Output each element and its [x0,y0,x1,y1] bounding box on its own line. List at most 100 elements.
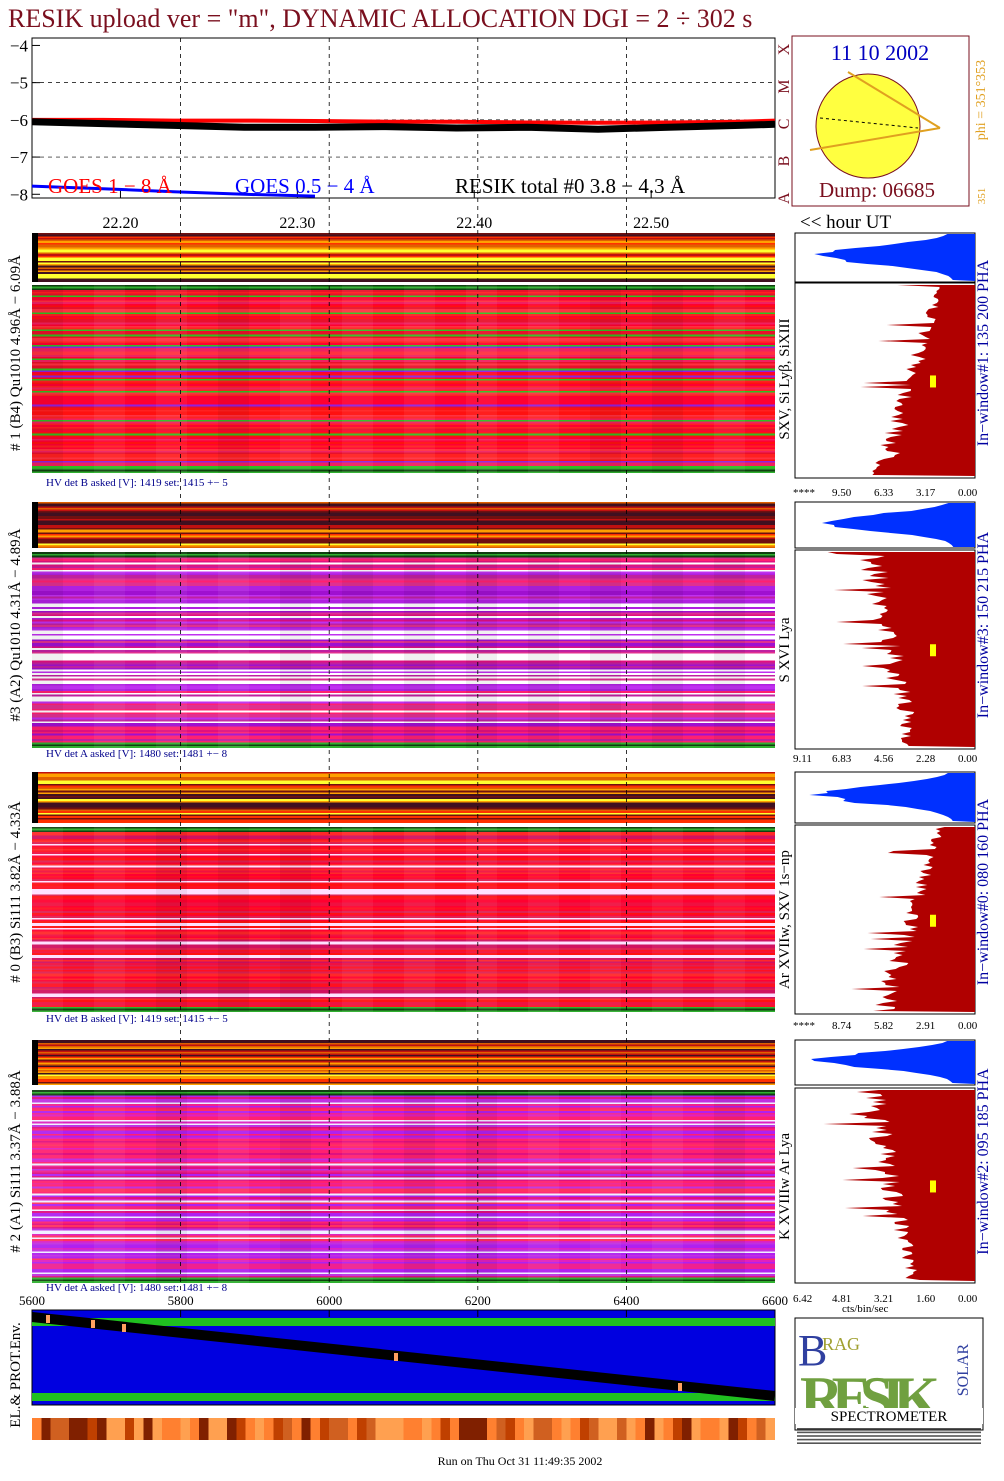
hist-scale: 9.50 [832,487,852,499]
logo-bottom: SPECTROMETER [831,1409,948,1425]
hist-scale: 2.91 [916,1020,935,1032]
hist-small [821,503,975,547]
detector-strip [32,1040,775,1085]
title: RESIK upload ver = "m", DYNAMIC ALLOCATI… [8,4,752,33]
column-shade [528,827,559,1012]
column-shade [156,1090,187,1283]
line-label: SXV, Si Lyβ, SiXIII [777,318,793,439]
column-shade [342,285,373,473]
line-label: S XVI Lya [777,617,793,682]
column-shade [714,1090,745,1283]
column-shade [528,1090,559,1283]
legend-entry: GOES 1 − 8 Å [48,174,173,198]
env-marker [678,1383,682,1391]
logo-fineprint [797,1438,981,1441]
column-shade [280,552,311,748]
column-shade [404,827,435,1012]
scale-unit: cts/bin/sec [842,1303,889,1315]
x-tick-label: 5600 [19,1293,45,1308]
logo-fineprint [797,1442,981,1444]
env-strip [32,1418,775,1440]
spectrogram [32,1090,775,1283]
hist-marker [930,914,936,927]
env-track [31,1312,776,1401]
column-shade [218,827,249,1012]
hist-large [851,827,975,1012]
flare-class: M [776,80,793,94]
hist-scale: 0.00 [958,1020,978,1032]
x-tick-label: 6400 [613,1293,639,1308]
column-shade [94,552,125,748]
flare-class: X [776,43,793,55]
phi-arrow [809,127,941,151]
detector-label: # 0 (B3) Si111 3.82Å − 4.33Å [8,801,24,983]
hist-scale: **** [793,487,815,499]
hist-small [814,234,975,281]
detector-label: # 2 (A1) Si111 3.37Å − 3.88Å [8,1070,24,1253]
env-marker [91,1320,95,1328]
window-label: In−window#2: 095 185 PHA [975,1068,992,1255]
hist-scale: 6.33 [874,487,894,499]
y-tick-label: −4 [10,36,29,55]
logo-bar [795,1408,983,1424]
column-shade [342,827,373,1012]
hist-scale: 6.42 [793,1293,812,1305]
hist-scale: 2.28 [916,753,936,765]
sun-axis [819,117,919,129]
window-label: In−window#1: 135 200 PHA [975,259,992,446]
column-shade [590,552,621,748]
column-shade [32,1090,63,1283]
x-axis-label: << hour UT [800,212,891,233]
column-shade [342,552,373,748]
x-tick-label: 22.30 [279,215,315,232]
column-shade [466,1090,497,1283]
flare-class: C [776,119,793,130]
hist-scale: 8.74 [832,1020,852,1032]
y-tick-label: −7 [10,148,29,167]
column-shade [714,827,745,1012]
x-tick-label: 6200 [465,1293,491,1308]
hv-label: HV det A asked [V]: 1480 set: 1481 +− 8 [46,748,228,760]
hist-scale: 4.56 [874,753,894,765]
hv-label: HV det B asked [V]: 1419 set: 1415 +− 5 [46,477,228,489]
hist-large [860,285,975,476]
env-band [32,1393,775,1401]
logo-top: RAG [822,1334,860,1354]
column-shade [156,827,187,1012]
column-shade [528,552,559,748]
date: 11 10 2002 [831,40,929,65]
column-shade [94,827,125,1012]
hv-label: HV det A asked [V]: 1480 set: 1481 +− 8 [46,1282,228,1294]
hv-label: HV det B asked [V]: 1419 set: 1415 +− 5 [46,1013,228,1025]
y-tick-label: −8 [10,185,28,204]
logo-b: B [798,1326,827,1375]
sun [815,73,921,179]
column-shade [590,1090,621,1283]
spectrogram [32,285,775,473]
plot-frame [31,37,776,199]
env-label: EL.& PROT.Env. [8,1322,24,1427]
detector-edge [32,1040,38,1085]
spectrogram [32,827,775,1012]
detector-strip [32,233,775,282]
phi-arrow [847,71,941,129]
x-tick-label: 6600 [762,1293,788,1308]
column-shade [32,552,63,748]
column-shade [528,285,559,473]
line-label: K XVIIIw Ar Lya [777,1133,793,1240]
series-line [31,184,316,198]
window-label: In−window#3: 150 215 PHA [975,531,992,718]
hist-small [809,773,975,822]
column-shade [218,1090,249,1283]
hist-scale: 0.00 [958,1293,978,1305]
detector-edge [32,772,38,823]
logo-fineprint [797,1435,981,1437]
column-shade [590,827,621,1012]
hist-scale: 6.83 [832,753,852,765]
series-line [32,117,776,125]
env-band [32,1318,775,1326]
hist-marker [930,644,936,657]
detector-strip [32,772,775,823]
hist-large [823,1090,975,1281]
hist-scale: 5.82 [874,1020,893,1032]
